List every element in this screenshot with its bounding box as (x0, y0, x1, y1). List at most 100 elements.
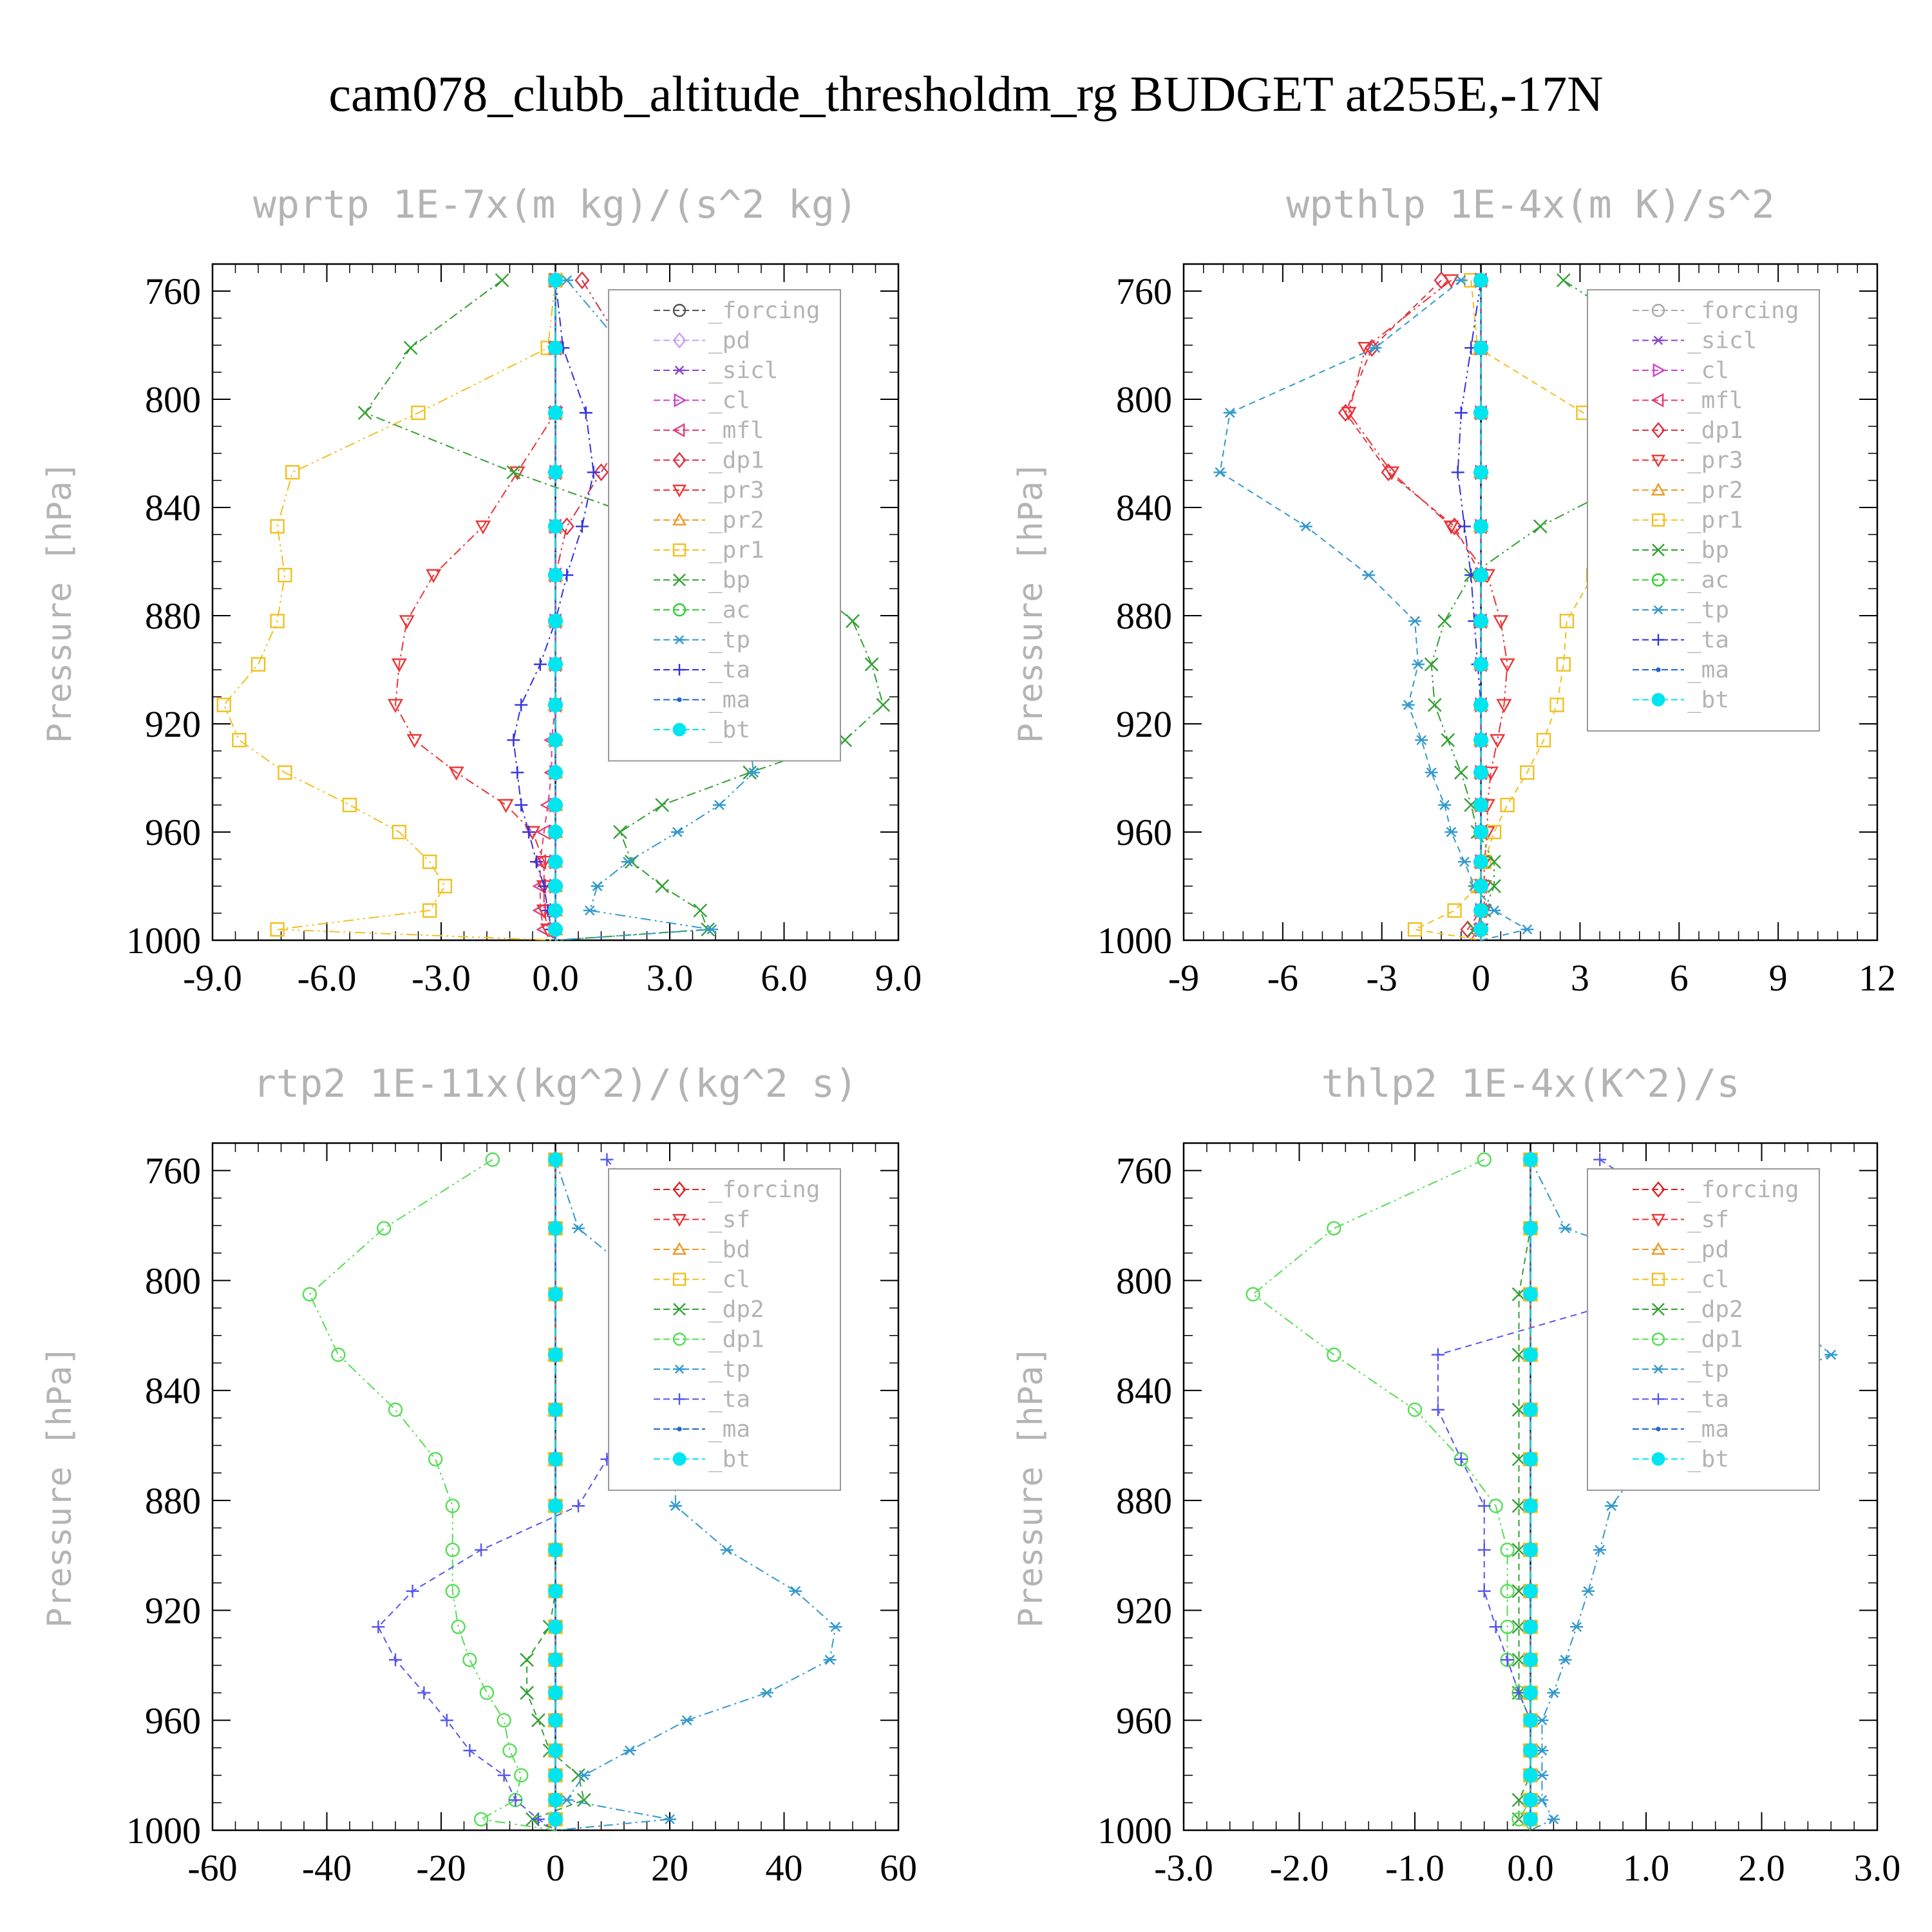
legend-label: _ma (1687, 1416, 1729, 1443)
data-point (663, 1814, 676, 1824)
legend-item: _bt (654, 1446, 750, 1473)
series-bp (357, 273, 891, 941)
data-point (1381, 463, 1396, 482)
legend-item: _dp2 (654, 1296, 764, 1323)
data-point (600, 1153, 614, 1166)
x-tick-label: 40 (766, 1847, 803, 1889)
legend: _forcing _sicl _cl _mfl _dp1 _pr3 _pr2 _pr1 _bp _… (1587, 289, 1820, 732)
legend-item: _sf (1633, 1207, 1729, 1233)
data-point (1477, 1584, 1491, 1598)
legend-marker (672, 1452, 687, 1466)
series-bt (1473, 272, 1489, 940)
y-tick-label: 800 (1116, 379, 1172, 421)
legend-item: _cl (1633, 1267, 1729, 1293)
legend-item: _ac (654, 597, 750, 623)
data-point (1454, 406, 1468, 419)
x-tick-label: 9.0 (875, 957, 922, 999)
legend-item: _sicl (1633, 328, 1757, 354)
legend-label: _sicl (1687, 328, 1757, 354)
data-point (548, 1498, 563, 1513)
data-point (1457, 520, 1471, 533)
data-point (1499, 658, 1515, 673)
data-point (747, 767, 761, 778)
legend-item: _bp (1633, 537, 1729, 564)
data-point (1327, 1221, 1341, 1236)
legend-marker (672, 513, 687, 526)
data-point (1473, 272, 1489, 288)
data-point (1473, 765, 1489, 781)
legend-item: _ta (654, 657, 750, 683)
data-point (548, 1685, 563, 1701)
data-point (411, 405, 426, 421)
series-line (308, 1159, 556, 1831)
data-point (1447, 903, 1462, 918)
data-point (531, 1812, 545, 1826)
data-point (342, 797, 357, 813)
data-point (548, 878, 563, 894)
legend-marker (672, 451, 687, 469)
data-point (1473, 518, 1489, 534)
data-point (693, 903, 708, 918)
x-tick-label: 6.0 (761, 957, 808, 999)
legend-marker (1651, 1181, 1665, 1198)
data-point (278, 765, 292, 780)
legend-label: _ta (1687, 627, 1729, 654)
data-point (1431, 1403, 1444, 1416)
legend-marker (673, 1303, 686, 1316)
data-point (1523, 1743, 1538, 1758)
legend-label: _cl (708, 1267, 750, 1293)
data-point (1424, 657, 1439, 672)
data-point (876, 697, 891, 712)
y-tick-label: 920 (145, 703, 201, 745)
data-point (548, 518, 563, 534)
y-tick-label: 840 (1116, 1370, 1172, 1412)
panel-title: wprtp 1E-7x(m kg)/(s^2 kg) (253, 182, 858, 227)
data-point (445, 1584, 460, 1598)
data-point (1511, 1347, 1526, 1362)
data-point (1368, 343, 1382, 354)
y-tick-label: 880 (145, 595, 201, 637)
legend-label: _ac (1687, 567, 1729, 594)
data-point (232, 732, 247, 748)
data-point (440, 1714, 453, 1727)
y-axis-label: Pressure [hPa] (1012, 1345, 1050, 1627)
data-point (1473, 340, 1489, 355)
data-point (712, 800, 726, 810)
y-tick-label: 1000 (1097, 1810, 1172, 1852)
data-point (389, 1653, 402, 1667)
series-dp1 (302, 1152, 556, 1831)
legend-marker (1653, 363, 1666, 378)
data-point (705, 924, 719, 935)
chart-panels: wprtp 1E-7x(m kg)/(s^2 kg) Pressure [hPa]… (41, 182, 1900, 1889)
legend-label: _sicl (708, 357, 778, 384)
data-point (577, 1793, 591, 1807)
data-point (502, 1743, 517, 1758)
data-point (357, 406, 372, 420)
data-point (575, 520, 589, 533)
data-point (1477, 1152, 1492, 1167)
y-tick-label: 960 (145, 811, 201, 853)
data-point (548, 1743, 563, 1758)
data-point (1454, 275, 1468, 286)
y-tick-label: 960 (145, 1700, 201, 1741)
data-point (1213, 467, 1227, 478)
data-point (548, 613, 563, 629)
data-point (1511, 1584, 1526, 1598)
legend-label: _dp1 (708, 448, 764, 474)
x-tick-label: -1.0 (1385, 1847, 1444, 1889)
legend: _forcing _sf _pd _cl _dp2 _dp1 _tp _ta _ma _bt (1587, 1168, 1820, 1491)
legend-label: _ta (708, 1387, 750, 1413)
legend-item: _pd (1633, 1236, 1729, 1263)
panel-3: rtp2 1E-11x(kg^2)/(kg^2 s) Pressure [hPa]… (41, 1061, 917, 1889)
y-tick-label: 800 (145, 379, 201, 421)
panel-title: wpthlp 1E-4x(m K)/s^2 (1286, 182, 1775, 227)
data-point (1520, 765, 1535, 780)
y-axis-label: Pressure [hPa] (41, 461, 79, 743)
data-point (1444, 827, 1458, 837)
data-point (668, 1501, 682, 1511)
data-point (670, 827, 684, 837)
data-point (514, 1768, 529, 1783)
legend-marker (1653, 336, 1664, 345)
data-point (1437, 614, 1452, 629)
panel-4: thlp2 1E-4x(K^2)/s Pressure [hPa] -3.0 -2.0… (1012, 1061, 1900, 1889)
